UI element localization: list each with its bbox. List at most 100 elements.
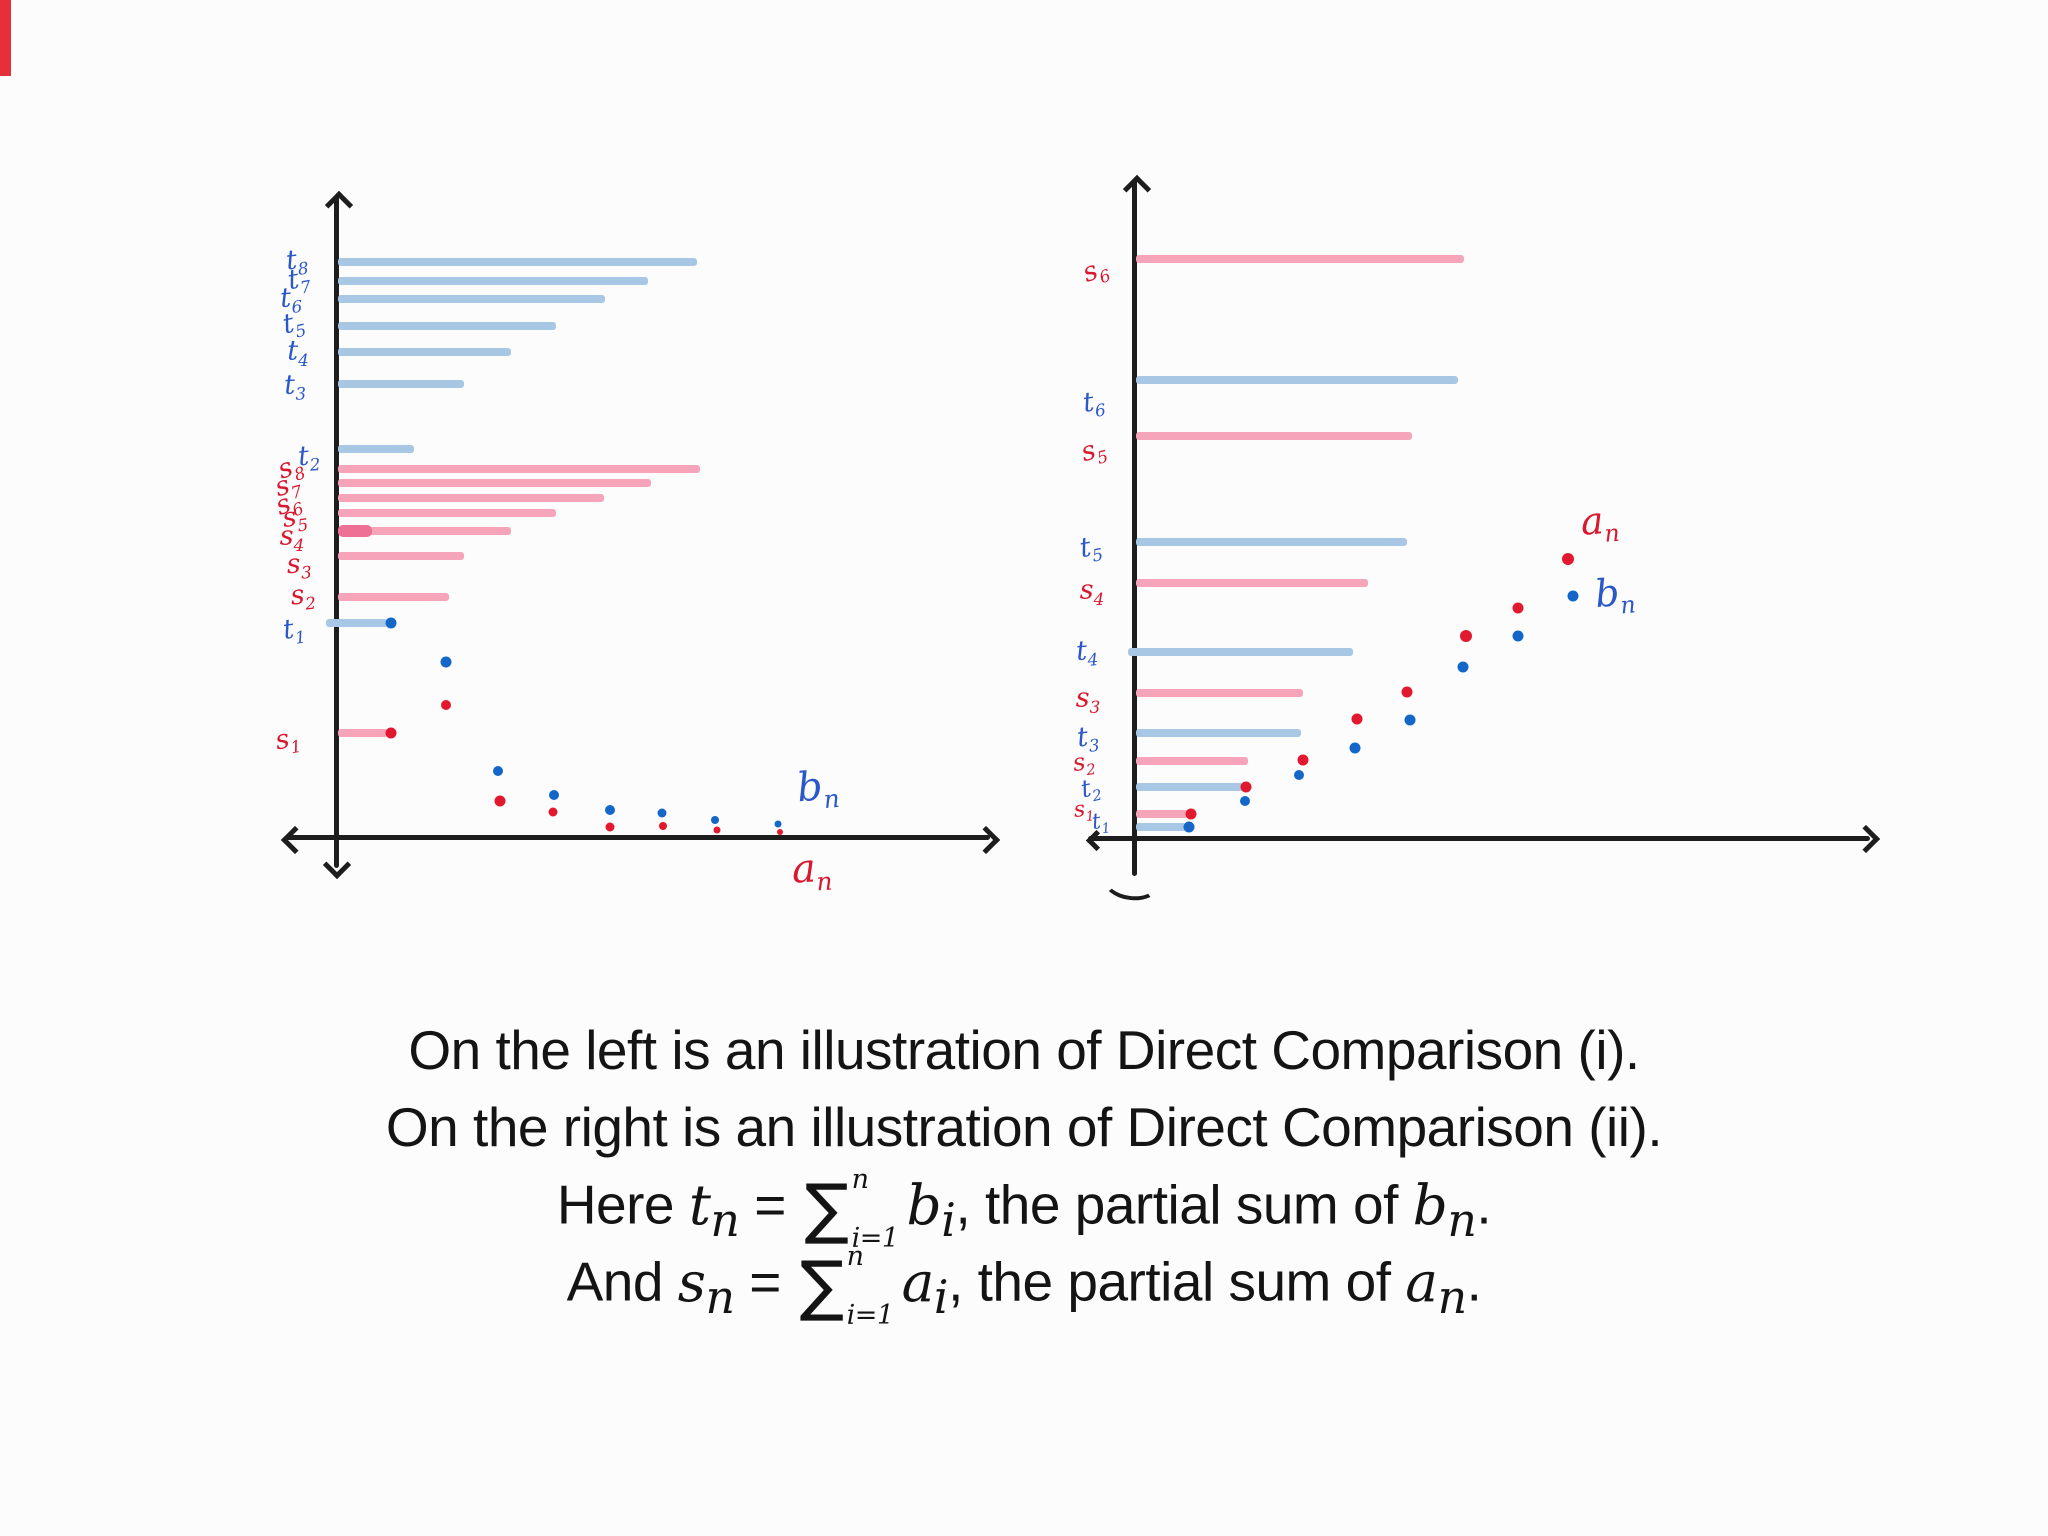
an-term-dot [1460,630,1472,642]
y-axis [333,196,339,868]
bn-term-dot [1567,590,1579,602]
t-partial-sum-bar [338,295,605,303]
s-partial-sum-bar [338,552,464,560]
bn-term-dot [774,820,782,828]
axis-arrowhead-down [322,850,351,879]
axis-arrowhead-up [1122,174,1151,203]
s-partial-sum-bar [338,527,511,535]
caption-line: Here tn = ∑ n i=1 bi, the partial sum of bn… [0,1166,2048,1252]
an-term-dot [605,822,615,832]
axis-bottom-hook [1102,864,1160,904]
x-axis [1088,835,1870,841]
y-axis [1131,180,1137,876]
summation-lower-limit: i=1 [846,1300,894,1331]
caption-text: , the partial sum of [948,1250,1406,1313]
axis-label-t3: t3 [283,369,307,404]
axis-label-t4: t4 [287,335,309,370]
series-label-bn: bn [1593,570,1637,620]
axis-label-s3: s3 [285,548,313,583]
t-partial-sum-bar [1136,783,1243,791]
axis-label-t4: t4 [1075,635,1099,670]
s-partial-sum-bar [1136,579,1368,587]
axis-label-t1: t1 [280,613,307,648]
axis-arrowhead-up [324,190,353,219]
bn-term-dot [385,617,397,629]
series-label-bn: bn [794,763,841,815]
s-partial-sum-bar [1136,689,1303,697]
t-partial-sum-bar [1136,823,1186,831]
t-partial-sum-bar [1136,729,1301,737]
bn-term-dot [657,808,667,818]
caption-text: On the left is an illustration of Direct… [408,1019,1640,1081]
axis-arrowhead-right [971,825,1000,854]
s-partial-sum-bar [338,509,556,517]
axis-label-t1: t1 [1090,809,1112,838]
caption-text: = [739,1173,801,1236]
summation-symbol: ∑ n i=1 [800,1243,898,1329]
an-term-dot [1240,781,1252,793]
axis-arrowhead-left [280,825,309,854]
t-partial-sum-bar [326,619,388,627]
axis-label-s5: s5 [1077,434,1111,469]
bn-term-dot [1457,661,1469,673]
math-variable: bi [906,1172,956,1247]
axis-label-s4: s4 [1079,574,1105,609]
caption-block: On the left is an illustration of Direct… [0,1012,2048,1329]
an-term-dot [1185,808,1197,820]
axis-label-s6: s6 [1078,254,1114,289]
bar-start-ink-blob [338,525,372,537]
axis-label-s4: s4 [279,520,305,555]
an-term-dot [385,727,397,739]
t-partial-sum-bar [338,348,511,356]
an-term-dot [494,795,506,807]
summation-lower-limit: i=1 [851,1223,899,1254]
summation-symbol: ∑ n i=1 [805,1166,903,1252]
s-partial-sum-bar [338,729,388,737]
t-partial-sum-bar [338,277,648,285]
math-variable: tn [688,1172,740,1247]
s-partial-sum-bar [1136,432,1412,440]
t-partial-sum-bar [338,322,556,330]
an-term-dot [1297,754,1309,766]
series-label-an: an [790,845,834,897]
caption-text: . [1476,1173,1492,1236]
s-partial-sum-bar [338,479,651,487]
bn-term-dot [1183,821,1195,833]
math-variable: ai [901,1249,949,1324]
bn-term-dot [1404,714,1416,726]
an-term-dot [441,700,451,710]
axis-label-t5: t5 [1077,531,1105,566]
t-partial-sum-bar [1136,538,1407,546]
summation-limits: n i=1 [847,1243,894,1329]
caption-line: On the right is an illustration of Direc… [0,1089,2048,1166]
summation-upper-limit: n [846,1241,864,1272]
an-term-dot [1401,686,1413,698]
bn-term-dot [1512,630,1524,642]
caption-text: On the right is an illustration of Direc… [385,1096,1663,1158]
math-variable: an [1405,1249,1467,1324]
math-variable: bn [1412,1172,1477,1247]
t-partial-sum-bar [1128,648,1353,656]
s-partial-sum-bar [1136,255,1464,263]
an-term-dot [659,822,667,830]
series-label-an: an [1579,498,1621,548]
s-partial-sum-bar [338,494,604,502]
summation-upper-limit: n [851,1164,869,1195]
s-partial-sum-bar [1136,757,1248,765]
bn-term-dot [440,656,452,668]
an-term-dot [1351,713,1363,725]
an-term-dot [713,826,721,834]
caption-text: = [734,1250,796,1313]
an-term-dot [1512,602,1524,614]
t-partial-sum-bar [338,380,464,388]
s-partial-sum-bar [1136,810,1188,818]
axis-label-s1: s1 [272,723,303,758]
bn-term-dot [1240,796,1250,806]
an-term-dot [1562,553,1574,565]
t-partial-sum-bar [338,445,414,453]
caption-text: Here [556,1173,689,1236]
math-variable: sn [677,1249,735,1324]
sigma-glyph: ∑ [799,1247,844,1324]
caption-text: And [566,1250,678,1313]
